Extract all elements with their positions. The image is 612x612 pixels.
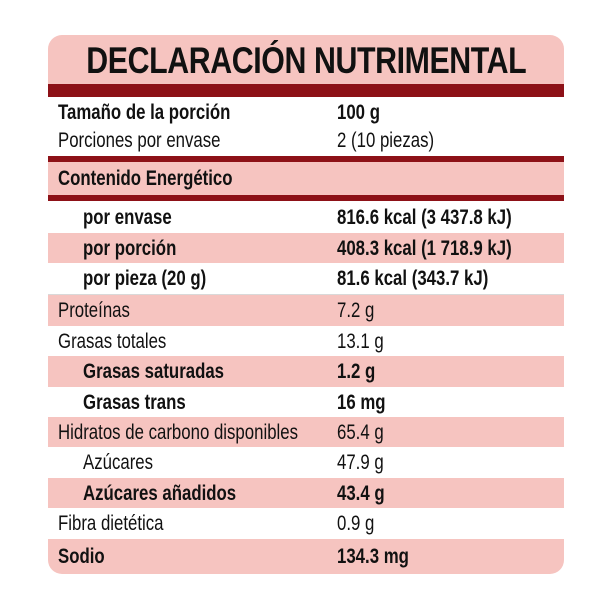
nutrient-value: 13.1 g bbox=[337, 329, 384, 353]
energy-row-per-piece: por pieza (20 g) 81.6 kcal (343.7 kJ) bbox=[48, 263, 564, 294]
nutrient-row-saturated-fat: Grasas saturadas 1.2 g bbox=[48, 356, 564, 387]
nutrient-row-trans-fat: Grasas trans 16 mg bbox=[48, 387, 564, 417]
nutrition-facts-panel: DECLARACIÓN NUTRIMENTAL Tamaño de la por… bbox=[48, 35, 564, 574]
nutrient-label: Proteínas bbox=[58, 299, 130, 322]
panel-title: DECLARACIÓN NUTRIMENTAL bbox=[85, 39, 527, 81]
energy-row-per-package: por envase 816.6 kcal (3 437.8 kJ) bbox=[48, 201, 564, 233]
nutrient-row-fiber: Fibra dietética 0.9 g bbox=[48, 508, 564, 539]
energy-header-row: Contenido Energético bbox=[48, 162, 564, 195]
nutrient-label: Hidratos de carbono disponibles bbox=[58, 420, 299, 444]
nutrient-row-total-fat: Grasas totales 13.1 g bbox=[48, 326, 564, 356]
nutrient-value: 134.3 mg bbox=[337, 545, 409, 568]
nutrient-value: 0.9 g bbox=[337, 512, 375, 535]
nutrient-value: 16 mg bbox=[337, 390, 386, 414]
nutrient-label: Azúcares añadidos bbox=[83, 481, 237, 505]
nutrient-label: Grasas trans bbox=[83, 390, 186, 414]
divider-rule bbox=[48, 84, 564, 97]
nutrient-row-proteins: Proteínas 7.2 g bbox=[48, 295, 564, 326]
divider-rule bbox=[48, 195, 564, 201]
energy-label: por pieza (20 g) bbox=[83, 267, 207, 290]
divider-rule bbox=[48, 156, 564, 162]
nutrient-label: Grasas saturadas bbox=[83, 360, 225, 383]
energy-label: por envase bbox=[83, 205, 172, 229]
nutrient-value: 7.2 g bbox=[337, 299, 375, 322]
energy-value: 81.6 kcal (343.7 kJ) bbox=[337, 267, 489, 290]
energy-row-per-serving: por porción 408.3 kcal (1 718.9 kJ) bbox=[48, 233, 564, 263]
energy-header-label: Contenido Energético bbox=[58, 167, 233, 190]
servings-per-package-row: Porciones por envase 2 (10 piezas) bbox=[48, 126, 564, 154]
title-band: DECLARACIÓN NUTRIMENTAL bbox=[48, 35, 564, 84]
serving-size-label: Tamaño de la porción bbox=[58, 101, 231, 124]
servings-per-package-value: 2 (10 piezas) bbox=[337, 128, 435, 152]
servings-per-package-label: Porciones por envase bbox=[58, 128, 221, 152]
energy-value: 408.3 kcal (1 718.9 kJ) bbox=[337, 236, 512, 260]
nutrient-row-carbohydrates: Hidratos de carbono disponibles 65.4 g bbox=[48, 417, 564, 447]
energy-label: por porción bbox=[83, 236, 177, 260]
nutrient-label: Sodio bbox=[58, 545, 105, 568]
serving-size-row: Tamaño de la porción 100 g bbox=[48, 97, 564, 128]
nutrient-row-added-sugars: Azúcares añadidos 43.4 g bbox=[48, 478, 564, 508]
nutrient-row-sodium: Sodio 134.3 mg bbox=[48, 539, 564, 574]
nutrient-label: Azúcares bbox=[83, 451, 154, 474]
nutrient-label: Fibra dietética bbox=[58, 512, 164, 535]
nutrient-row-sugars: Azúcares 47.9 g bbox=[48, 447, 564, 478]
nutrient-value: 1.2 g bbox=[337, 360, 376, 383]
nutrient-value: 43.4 g bbox=[337, 481, 385, 505]
nutrient-label: Grasas totales bbox=[58, 329, 167, 353]
nutrient-value: 65.4 g bbox=[337, 420, 384, 444]
energy-value: 816.6 kcal (3 437.8 kJ) bbox=[337, 205, 512, 229]
thin-divider bbox=[48, 294, 564, 295]
serving-size-value: 100 g bbox=[337, 101, 380, 124]
nutrient-value: 47.9 g bbox=[337, 451, 384, 474]
